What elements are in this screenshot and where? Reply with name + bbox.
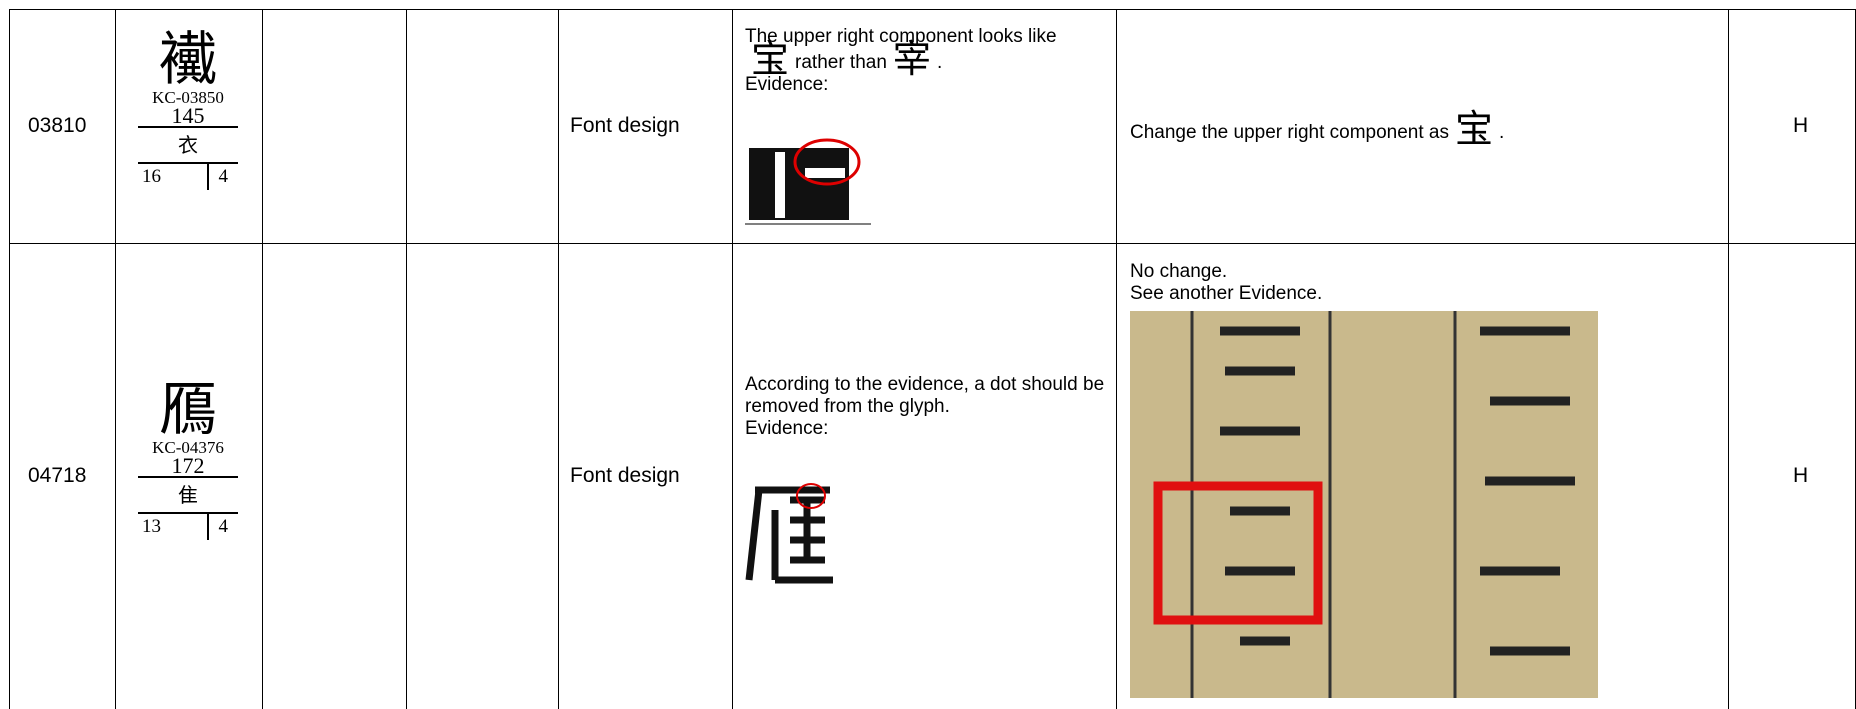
- row-border: [9, 243, 1856, 244]
- row-id: 04718: [28, 464, 87, 487]
- evidence-label: Evidence:: [745, 74, 829, 95]
- extra-strokes: 4: [206, 514, 228, 540]
- description: The upper right component looks like宝 rat…: [745, 26, 1105, 96]
- resolution-text: Change the upper right component as: [1130, 122, 1449, 143]
- col-border: [1116, 9, 1117, 709]
- description-text: According to the evidence, a dot should …: [745, 374, 1105, 417]
- row-border: [9, 9, 1856, 10]
- col-border: [1728, 9, 1729, 709]
- description-text: .: [936, 52, 943, 73]
- resolution-text: .: [1499, 122, 1505, 143]
- col-border: [115, 9, 116, 709]
- glyph-block: 鴈 KC-04376 172 隹 13 4: [138, 378, 238, 540]
- resolution-text: No change.: [1130, 261, 1228, 282]
- inline-glyph: 宝: [751, 37, 790, 81]
- col-border: [262, 9, 263, 709]
- description-text: rather than: [795, 52, 887, 73]
- glyph-block: 襶 KC-03850 145 衣 16 4: [138, 28, 238, 190]
- resolution: No change. See another Evidence.: [1130, 261, 1690, 305]
- priority: H: [1793, 114, 1809, 137]
- col-border: [9, 9, 10, 709]
- description: According to the evidence, a dot should …: [745, 374, 1105, 440]
- col-border: [558, 9, 559, 709]
- stroke-counts: 16 4: [138, 164, 238, 190]
- radical-number: 172: [138, 455, 238, 478]
- resolution-text: See another Evidence.: [1130, 283, 1323, 304]
- col-border: [732, 9, 733, 709]
- description-text: The upper right component looks like: [745, 26, 1057, 47]
- category: Font design: [570, 114, 680, 137]
- resolution: Change the upper right component as 宝.: [1130, 110, 1690, 148]
- category: Font design: [570, 464, 680, 487]
- glyph: 襶: [158, 25, 217, 93]
- evidence-label: Evidence:: [745, 418, 829, 439]
- row-id: 03810: [28, 114, 87, 137]
- radical-number: 145: [138, 105, 238, 128]
- evidence-image: [745, 483, 833, 584]
- strokes: 16: [142, 166, 161, 187]
- inline-glyph: 宝: [1455, 107, 1494, 151]
- inline-glyph: 宰: [892, 37, 931, 81]
- source-code: KC-04376: [152, 438, 224, 457]
- source-code: KC-03850: [152, 88, 224, 107]
- evidence-image: [745, 138, 871, 225]
- radical: 衣: [138, 128, 238, 164]
- glyph: 鴈: [158, 375, 217, 443]
- extra-strokes: 4: [206, 164, 228, 190]
- priority: H: [1793, 464, 1809, 487]
- stroke-counts: 13 4: [138, 514, 238, 540]
- radical: 隹: [138, 478, 238, 514]
- col-border: [406, 9, 407, 709]
- strokes: 13: [142, 516, 161, 537]
- evidence-photo: [1130, 311, 1598, 698]
